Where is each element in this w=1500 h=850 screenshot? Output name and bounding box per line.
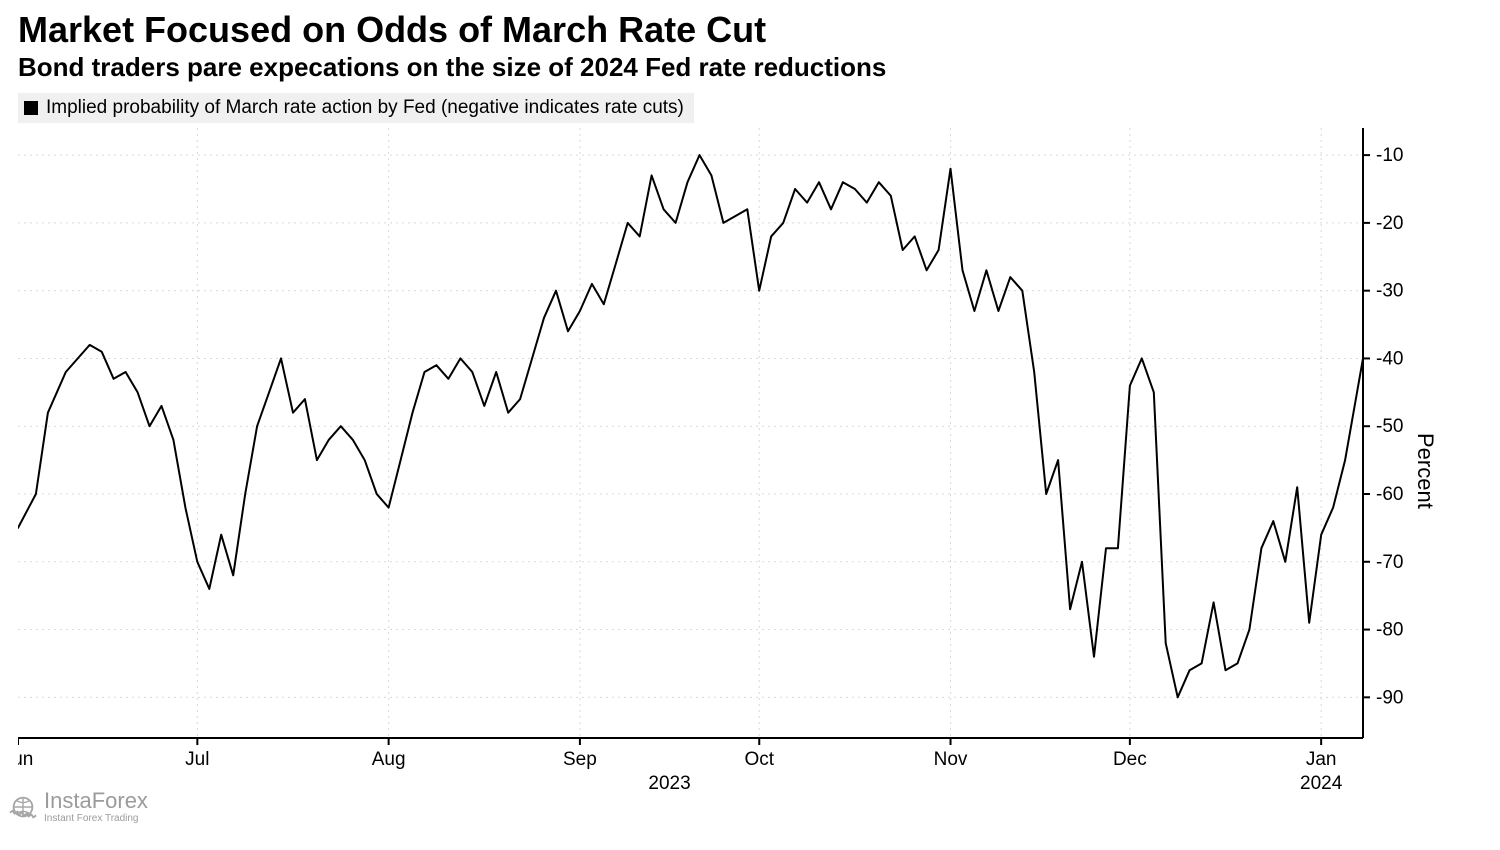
svg-text:Aug: Aug: [372, 749, 406, 770]
svg-text:-50: -50: [1376, 416, 1403, 437]
svg-text:-70: -70: [1376, 552, 1403, 573]
svg-text:Jul: Jul: [185, 749, 209, 770]
svg-text:Sep: Sep: [563, 749, 597, 770]
plot-area: -10 -20 -30 -40 -50 -60 -70 -80 -90 Jun Jul Aug Sep O…: [18, 128, 1448, 828]
chart-title: Market Focused on Odds of March Rate Cut: [18, 10, 1500, 50]
svg-text:Nov: Nov: [934, 749, 968, 770]
svg-text:-60: -60: [1376, 484, 1403, 505]
legend: Implied probability of March rate action…: [18, 93, 694, 123]
svg-text:Jun: Jun: [18, 749, 33, 770]
svg-text:Dec: Dec: [1113, 749, 1147, 770]
svg-text:-30: -30: [1376, 281, 1403, 302]
svg-text:2023: 2023: [648, 773, 690, 794]
globe-icon: [8, 792, 38, 822]
svg-text:-80: -80: [1376, 620, 1403, 641]
svg-text:2024: 2024: [1300, 773, 1343, 794]
svg-text:Jan: Jan: [1306, 749, 1337, 770]
svg-text:-20: -20: [1376, 213, 1403, 234]
legend-label: Implied probability of March rate action…: [46, 97, 684, 119]
watermark: InstaForex Instant Forex Trading: [8, 790, 148, 824]
chart-container: Market Focused on Odds of March Rate Cut…: [0, 0, 1500, 850]
y-axis-label: Percent: [1412, 433, 1438, 509]
svg-text:-90: -90: [1376, 687, 1403, 708]
watermark-brand: InstaForex: [44, 790, 148, 812]
watermark-text: InstaForex Instant Forex Trading: [44, 790, 148, 824]
watermark-tagline: Instant Forex Trading: [44, 814, 148, 824]
svg-text:-40: -40: [1376, 348, 1403, 369]
legend-swatch: [24, 101, 38, 115]
svg-text:Oct: Oct: [744, 749, 774, 770]
svg-text:-10: -10: [1376, 145, 1403, 166]
line-chart: -10 -20 -30 -40 -50 -60 -70 -80 -90 Jun Jul Aug Sep O…: [18, 128, 1448, 828]
chart-subtitle: Bond traders pare expecations on the siz…: [18, 52, 1500, 83]
